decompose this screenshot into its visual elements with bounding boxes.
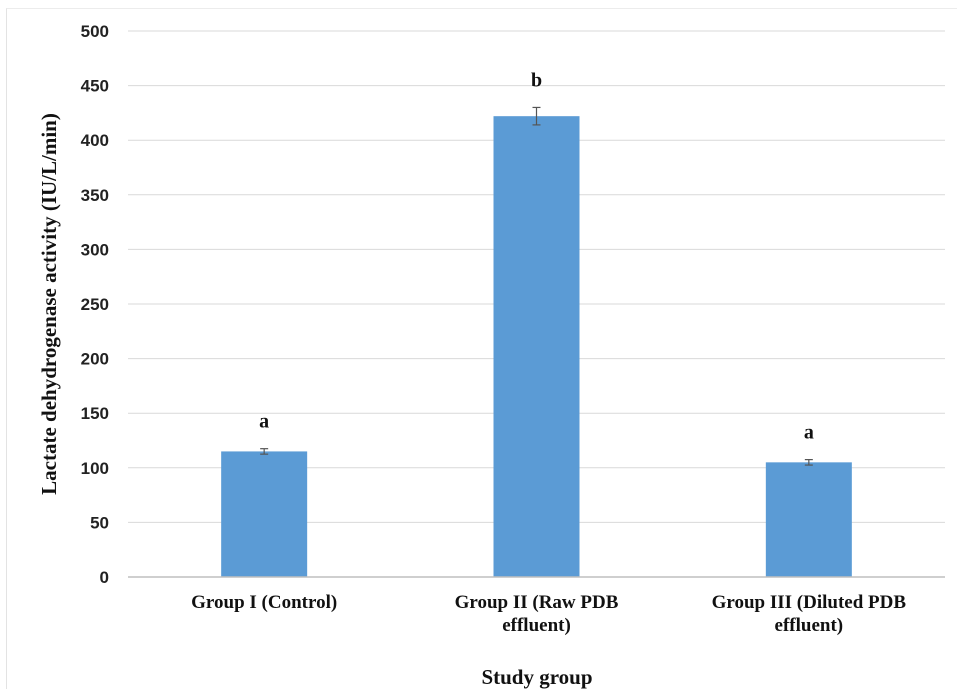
y-tick-label: 0 bbox=[100, 568, 109, 587]
y-tick-label: 500 bbox=[81, 22, 109, 41]
y-tick-labels: 0 50 100 150 200 250 300 350 400 450 500 bbox=[81, 22, 109, 587]
significance-labels: a b a bbox=[259, 69, 814, 443]
y-tick-label: 100 bbox=[81, 459, 109, 478]
significance-label: a bbox=[259, 411, 269, 433]
category-label: Group II (Raw PDB effluent) bbox=[455, 592, 619, 636]
y-tick-label: 50 bbox=[90, 513, 109, 532]
significance-label: b bbox=[531, 69, 542, 91]
bar bbox=[765, 462, 852, 577]
error-bar bbox=[804, 459, 813, 466]
error-bar bbox=[532, 106, 541, 126]
bars bbox=[221, 116, 852, 578]
y-tick-label: 450 bbox=[81, 77, 109, 96]
y-tick-label: 400 bbox=[81, 131, 109, 150]
y-tick-label: 300 bbox=[81, 240, 109, 259]
significance-label: a bbox=[804, 422, 814, 444]
y-tick-label: 250 bbox=[81, 295, 109, 314]
error-bars bbox=[260, 106, 813, 466]
y-axis-title: Lactate dehydrogenase activity (IU/L/min… bbox=[37, 113, 61, 495]
error-bar bbox=[260, 448, 269, 455]
category-labels: Group I (Control) Group II (Raw PDB efflue… bbox=[191, 592, 906, 636]
category-label: Group I (Control) bbox=[191, 592, 337, 613]
y-tick-label: 200 bbox=[81, 350, 109, 369]
chart-frame bbox=[6, 8, 957, 689]
category-label: Group III (Diluted PDB effluent) bbox=[712, 592, 907, 636]
y-tick-label: 350 bbox=[81, 186, 109, 205]
x-axis-title: Study group bbox=[481, 665, 592, 689]
bar bbox=[221, 451, 308, 577]
bar bbox=[493, 116, 580, 578]
y-tick-label: 150 bbox=[81, 404, 109, 423]
